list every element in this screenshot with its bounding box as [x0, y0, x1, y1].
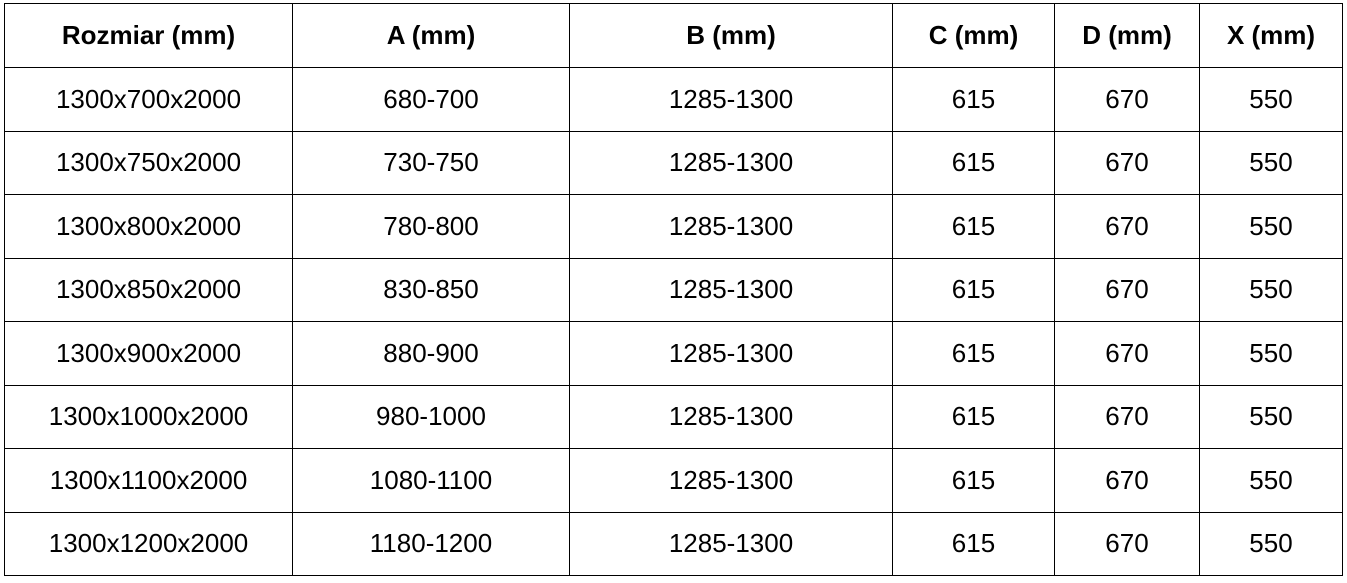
- cell-a: 980-1000: [292, 384, 570, 449]
- cell-c: 615: [892, 448, 1055, 513]
- cell-c: 615: [892, 130, 1055, 195]
- cell-a: 780-800: [292, 194, 570, 259]
- header-row: Rozmiar (mm) A (mm) B (mm) C (mm) D (mm) X (m…: [4, 3, 1343, 68]
- table-row: 1300x850x2000 830-850 1285-1300 615 670 550: [4, 257, 1343, 322]
- table-row: 1300x750x2000 730-750 1285-1300 615 670 550: [4, 130, 1343, 195]
- cell-d: 670: [1054, 448, 1200, 513]
- cell-d: 670: [1054, 511, 1200, 576]
- cell-a: 830-850: [292, 257, 570, 322]
- cell-d: 670: [1054, 384, 1200, 449]
- cell-d: 670: [1054, 321, 1200, 386]
- cell-x: 550: [1199, 321, 1343, 386]
- cell-c: 615: [892, 257, 1055, 322]
- cell-b: 1285-1300: [569, 67, 893, 132]
- table-row: 1300x1200x2000 1180-1200 1285-1300 615 670 55…: [4, 511, 1343, 576]
- cell-size: 1300x750x2000: [4, 130, 293, 195]
- cell-a: 730-750: [292, 130, 570, 195]
- cell-b: 1285-1300: [569, 448, 893, 513]
- cell-b: 1285-1300: [569, 384, 893, 449]
- cell-b: 1285-1300: [569, 511, 893, 576]
- dimensions-table: Rozmiar (mm) A (mm) B (mm) C (mm) D (mm) X (m…: [4, 3, 1343, 576]
- cell-d: 670: [1054, 130, 1200, 195]
- cell-x: 550: [1199, 384, 1343, 449]
- cell-b: 1285-1300: [569, 321, 893, 386]
- cell-a: 880-900: [292, 321, 570, 386]
- cell-x: 550: [1199, 67, 1343, 132]
- cell-x: 550: [1199, 257, 1343, 322]
- cell-b: 1285-1300: [569, 194, 893, 259]
- cell-size: 1300x1200x2000: [4, 511, 293, 576]
- cell-b: 1285-1300: [569, 130, 893, 195]
- cell-d: 670: [1054, 194, 1200, 259]
- cell-c: 615: [892, 194, 1055, 259]
- cell-c: 615: [892, 511, 1055, 576]
- cell-d: 670: [1054, 67, 1200, 132]
- cell-c: 615: [892, 67, 1055, 132]
- cell-a: 1080-1100: [292, 448, 570, 513]
- cell-a: 1180-1200: [292, 511, 570, 576]
- cell-x: 550: [1199, 511, 1343, 576]
- cell-c: 615: [892, 321, 1055, 386]
- cell-x: 550: [1199, 130, 1343, 195]
- table-row: 1300x700x2000 680-700 1285-1300 615 670 550: [4, 67, 1343, 132]
- cell-b: 1285-1300: [569, 257, 893, 322]
- table-row: 1300x800x2000 780-800 1285-1300 615 670 550: [4, 194, 1343, 259]
- column-header-a: A (mm): [292, 3, 570, 68]
- table-row: 1300x1000x2000 980-1000 1285-1300 615 670 550: [4, 384, 1343, 449]
- cell-a: 680-700: [292, 67, 570, 132]
- table-row: 1300x1100x2000 1080-1100 1285-1300 615 670 55…: [4, 448, 1343, 513]
- cell-size: 1300x850x2000: [4, 257, 293, 322]
- cell-d: 670: [1054, 257, 1200, 322]
- column-header-b: B (mm): [569, 3, 893, 68]
- cell-size: 1300x800x2000: [4, 194, 293, 259]
- cell-x: 550: [1199, 448, 1343, 513]
- cell-size: 1300x1000x2000: [4, 384, 293, 449]
- cell-size: 1300x900x2000: [4, 321, 293, 386]
- column-header-size: Rozmiar (mm): [4, 3, 293, 68]
- cell-size: 1300x700x2000: [4, 67, 293, 132]
- cell-x: 550: [1199, 194, 1343, 259]
- column-header-x: X (mm): [1199, 3, 1343, 68]
- table-row: 1300x900x2000 880-900 1285-1300 615 670 550: [4, 321, 1343, 386]
- column-header-c: C (mm): [892, 3, 1055, 68]
- cell-size: 1300x1100x2000: [4, 448, 293, 513]
- cell-c: 615: [892, 384, 1055, 449]
- column-header-d: D (mm): [1054, 3, 1200, 68]
